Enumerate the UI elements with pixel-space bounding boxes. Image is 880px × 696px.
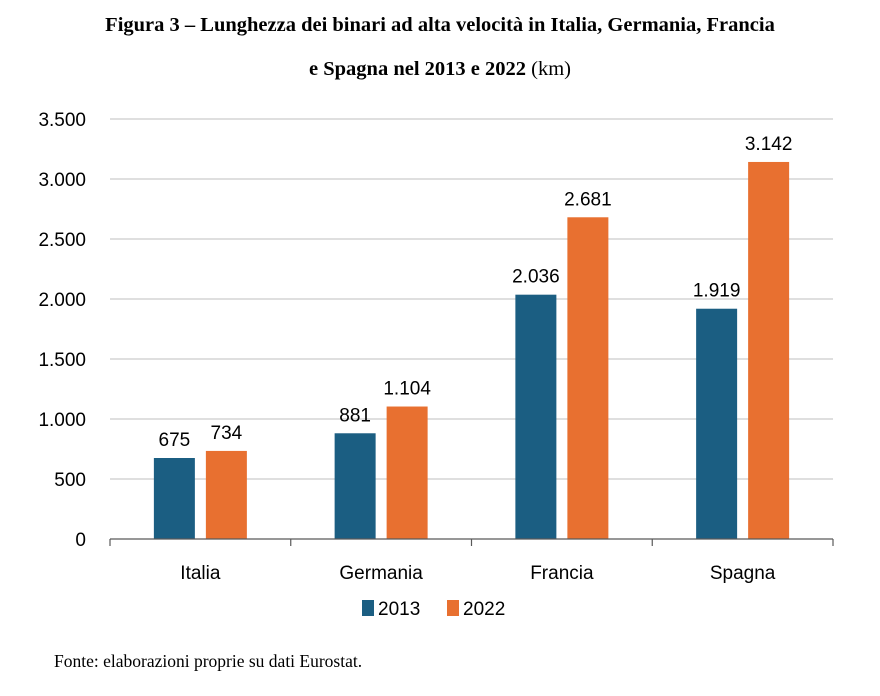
x-category-label: Italia [180, 563, 221, 584]
bar-francia-2013 [515, 294, 557, 539]
y-tick-label: 0 [75, 530, 86, 551]
bar-germania-2013 [334, 433, 376, 539]
legend-item-2013: 2013 [362, 599, 420, 620]
y-tick-label: 2.500 [38, 230, 86, 251]
data-label: 734 [211, 423, 243, 444]
data-label: 2.036 [512, 267, 560, 288]
source-note: Fonte: elaborazioni proprie su dati Euro… [54, 651, 363, 671]
y-tick-label: 1.500 [38, 350, 86, 371]
data-label: 2.681 [564, 189, 612, 210]
x-category-label: Germania [339, 563, 423, 584]
bar-spagna-2013 [696, 308, 738, 539]
y-tick-label: 500 [54, 470, 86, 491]
y-tick-label: 1.000 [38, 410, 86, 431]
chart-title-line1: Figura 3 – Lunghezza dei binari ad alta … [105, 14, 775, 36]
data-label: 881 [339, 405, 371, 426]
bar-germania-2022 [386, 406, 428, 539]
y-tick-label: 3.500 [38, 110, 86, 131]
y-tick-label: 3.000 [38, 170, 86, 191]
legend-label: 2013 [378, 599, 420, 620]
y-tick-label: 2.000 [38, 290, 86, 311]
x-axis: Italia Germania Francia Spagna [109, 538, 834, 584]
bar-francia-2022 [567, 217, 609, 539]
x-category-label: Francia [530, 563, 594, 584]
legend: 2013 2022 [362, 599, 505, 620]
legend-label: 2022 [463, 599, 505, 620]
bar-italia-2013 [153, 458, 195, 539]
data-label: 675 [159, 430, 191, 451]
data-label: 1.919 [693, 281, 741, 302]
data-label: 1.104 [383, 379, 431, 400]
legend-item-2022: 2022 [447, 599, 505, 620]
bar-italia-2022 [205, 450, 247, 539]
bar-spagna-2022 [748, 161, 790, 539]
bars [153, 161, 790, 539]
x-category-label: Spagna [710, 563, 776, 584]
y-axis-ticks: 0 500 1.000 1.500 2.000 2.500 3.000 3.500 [38, 110, 86, 551]
data-label: 3.142 [745, 134, 793, 155]
legend-swatch [447, 600, 459, 616]
legend-swatch [362, 600, 374, 616]
chart-title-line2: e Spagna nel 2013 e 2022 (km) [309, 58, 571, 80]
data-labels: 675 734 881 1.104 2.036 2.681 1.919 3.142 [159, 134, 793, 451]
